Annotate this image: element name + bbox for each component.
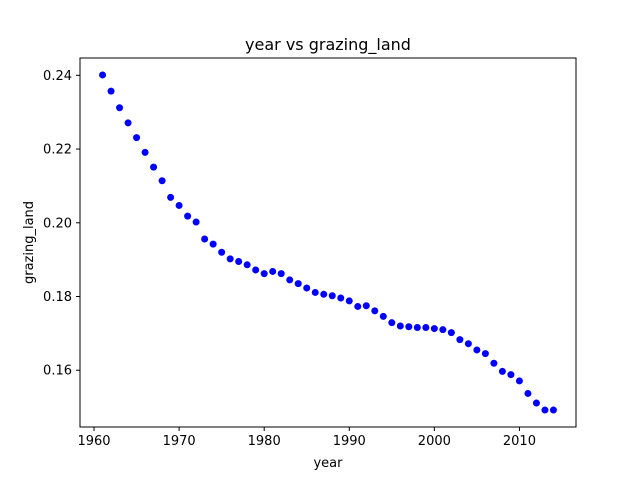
data-point	[277, 270, 285, 278]
data-point	[141, 148, 149, 156]
data-point	[286, 276, 294, 284]
data-point	[243, 261, 251, 269]
data-point	[473, 346, 481, 354]
data-point	[405, 323, 413, 331]
data-point	[294, 280, 302, 288]
data-point	[175, 201, 183, 209]
data-point	[150, 163, 158, 171]
y-axis-ticks: 0.16 0.18 0.20 0.22 0.24	[43, 69, 80, 379]
data-point	[158, 177, 166, 185]
x-tick-label: 1990	[333, 434, 366, 449]
data-point	[218, 248, 226, 256]
data-point	[167, 193, 175, 201]
data-point	[515, 377, 523, 385]
y-tick-label: 0.24	[43, 69, 72, 84]
data-point	[269, 267, 277, 275]
data-point	[235, 257, 243, 265]
data-point	[549, 406, 557, 414]
data-point	[184, 212, 192, 220]
data-point	[422, 323, 430, 331]
data-point	[192, 218, 200, 226]
data-point	[209, 240, 217, 248]
data-point	[354, 302, 362, 310]
data-point	[362, 302, 370, 310]
data-point	[226, 255, 234, 263]
data-point	[328, 292, 336, 300]
y-tick-label: 0.22	[43, 143, 72, 158]
data-point	[524, 389, 532, 397]
data-point	[430, 325, 438, 333]
data-point	[413, 323, 421, 331]
data-point	[498, 367, 506, 375]
data-point	[541, 406, 549, 414]
data-point	[311, 288, 319, 296]
y-tick-label: 0.18	[43, 290, 72, 305]
data-point	[481, 350, 489, 358]
data-point	[201, 235, 209, 243]
data-point	[260, 270, 268, 278]
data-point	[464, 340, 472, 348]
chart-title: year vs grazing_land	[245, 35, 411, 55]
data-point	[303, 284, 311, 292]
x-tick-label: 2010	[503, 434, 536, 449]
data-point	[532, 399, 540, 407]
data-point	[396, 322, 404, 330]
data-point	[507, 371, 515, 379]
data-point	[116, 104, 124, 112]
data-point	[379, 312, 387, 320]
x-tick-label: 1980	[248, 434, 281, 449]
x-axis-label: year	[313, 456, 343, 471]
data-point	[371, 307, 379, 315]
data-point	[447, 329, 455, 337]
x-tick-label: 2000	[418, 434, 451, 449]
plot-frame	[79, 57, 577, 428]
data-point	[133, 134, 141, 142]
x-axis-ticks: 1960 1970 1980 1990 2000 2010	[77, 427, 536, 449]
data-point	[107, 87, 115, 95]
data-point	[388, 319, 396, 327]
y-tick-label: 0.20	[43, 216, 72, 231]
data-point	[99, 71, 107, 79]
x-tick-label: 1960	[77, 434, 110, 449]
data-points	[99, 71, 557, 414]
data-point	[345, 297, 353, 305]
data-point	[337, 294, 345, 302]
data-point	[439, 326, 447, 334]
data-point	[252, 266, 260, 274]
data-point	[490, 359, 498, 367]
y-axis-label: grazing_land	[22, 201, 37, 284]
y-tick-label: 0.16	[43, 364, 72, 379]
data-point	[124, 119, 132, 127]
data-point	[320, 290, 328, 298]
x-tick-label: 1970	[163, 434, 196, 449]
data-point	[456, 336, 464, 344]
